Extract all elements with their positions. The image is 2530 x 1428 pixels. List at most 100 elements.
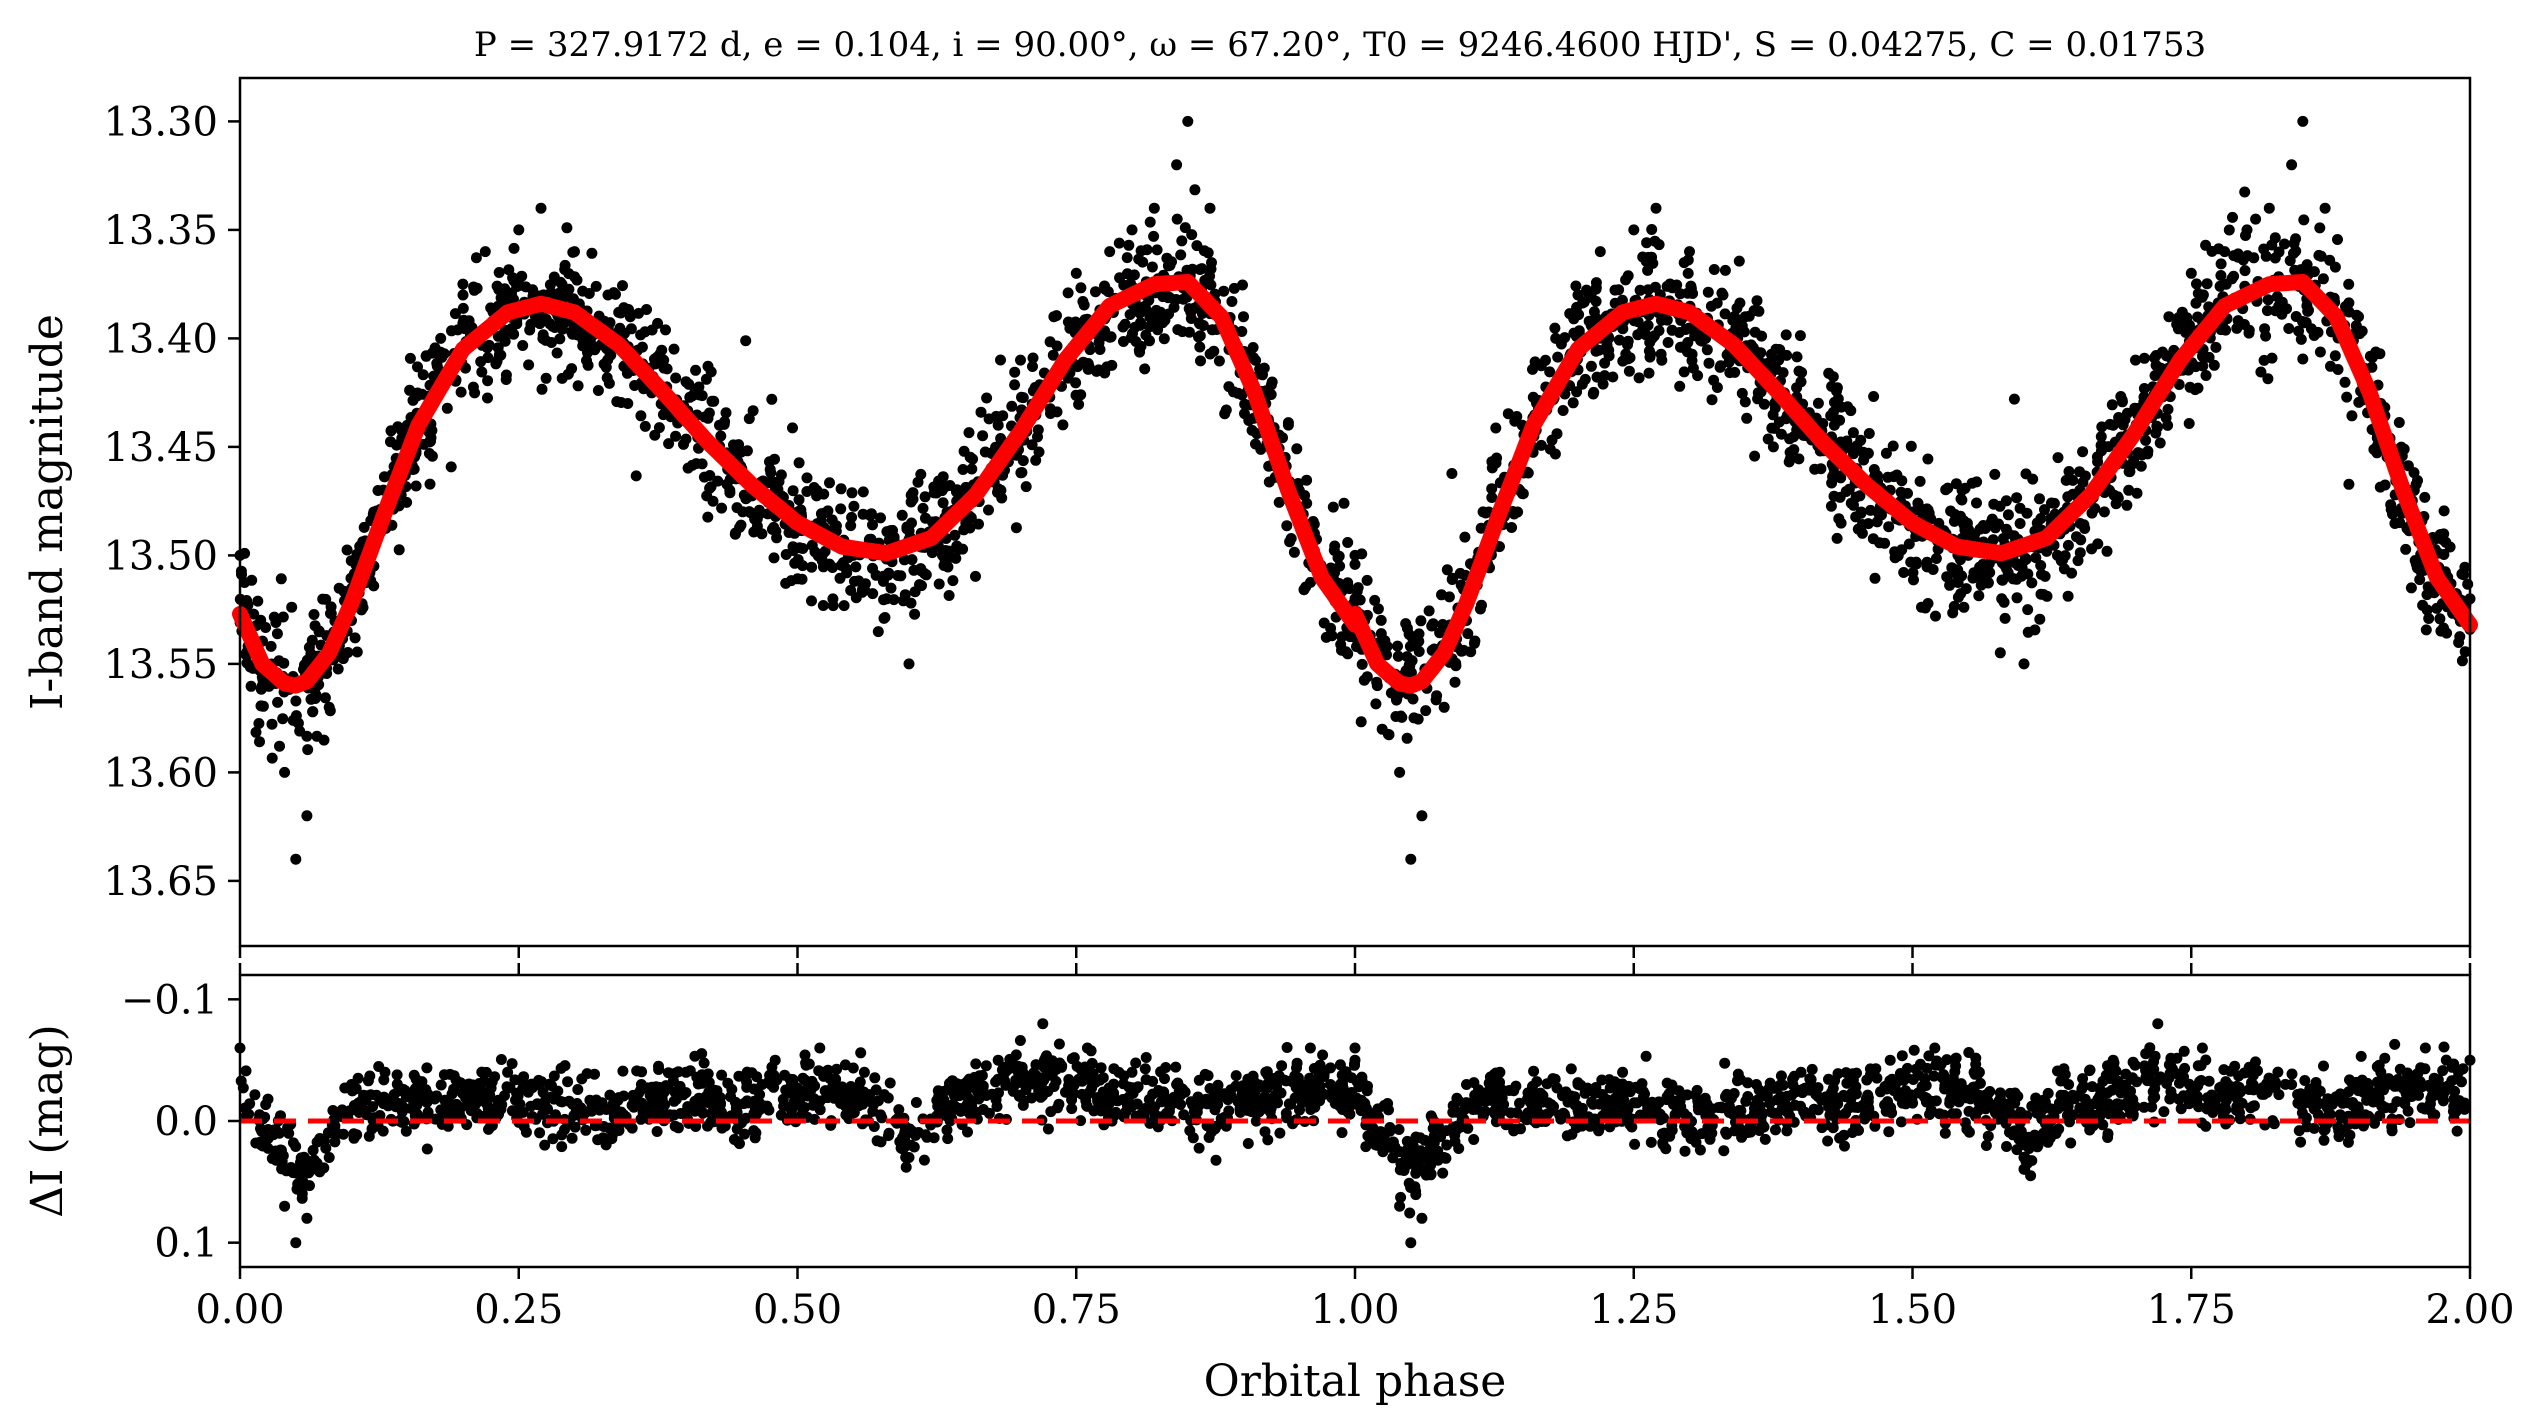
data-point [1438, 701, 1450, 713]
residual-point [576, 1073, 588, 1085]
residual-point [809, 1113, 821, 1125]
residual-point [1804, 1073, 1816, 1085]
data-point [1404, 660, 1416, 672]
residual-point [1304, 1042, 1316, 1054]
data-point [1678, 366, 1690, 378]
data-point [1342, 537, 1354, 548]
data-point [2063, 466, 2075, 477]
data-point [2405, 582, 2417, 594]
data-point [2279, 238, 2290, 250]
data-point [2301, 259, 2313, 271]
data-point [2027, 473, 2039, 485]
data-point [741, 445, 753, 457]
data-point [1104, 246, 1116, 258]
data-point [1486, 492, 1498, 503]
data-point [1784, 433, 1796, 445]
residual-point [990, 1076, 1002, 1088]
residual-point [944, 1115, 956, 1127]
data-point [1069, 320, 1081, 332]
data-point [2332, 364, 2344, 375]
residual-point [600, 1104, 612, 1115]
residual-point [860, 1092, 872, 1104]
data-point [423, 436, 435, 448]
data-point [1381, 649, 1392, 661]
data-point [1794, 330, 1806, 342]
data-point [567, 246, 579, 258]
data-point [457, 302, 469, 314]
residual-point [1212, 1079, 1224, 1091]
residual-point [525, 1100, 537, 1112]
data-point [2162, 403, 2174, 415]
data-point [1250, 354, 1262, 366]
data-point [2319, 202, 2331, 214]
residual-point [1298, 1081, 1310, 1093]
residual-point [463, 1078, 475, 1090]
residual-point [1075, 1063, 1087, 1075]
data-point [895, 570, 907, 582]
data-point [1123, 239, 1135, 251]
data-point [1401, 651, 1413, 663]
data-point [1183, 326, 1195, 338]
data-point [617, 280, 628, 292]
residual-point [1569, 1091, 1581, 1103]
data-point [1644, 351, 1656, 363]
residual-point [285, 1162, 297, 1173]
data-point [2101, 545, 2113, 557]
residual-point [1884, 1054, 1896, 1066]
data-point [1564, 308, 1576, 320]
data-point [1070, 267, 1082, 279]
data-point [1845, 497, 1857, 509]
data-point [1555, 338, 1567, 350]
data-point [693, 381, 705, 393]
residual-point [1871, 1072, 1883, 1084]
data-point [2140, 434, 2152, 446]
data-point [278, 657, 290, 669]
residual-point [473, 1078, 485, 1089]
data-point [438, 348, 450, 360]
data-point [1127, 328, 1138, 339]
residual-point [1144, 1117, 1156, 1129]
data-point [2029, 624, 2041, 636]
data-point [556, 372, 568, 384]
data-point [307, 706, 319, 718]
residual-point [980, 1060, 992, 1072]
data-point [1124, 309, 1136, 320]
data-point [1010, 522, 1022, 534]
residual-point [1908, 1044, 1920, 1056]
data-point [1176, 235, 1188, 247]
data-point [265, 640, 277, 652]
residual-point [1018, 1068, 1029, 1080]
residual-point [604, 1089, 616, 1101]
data-point [2266, 239, 2278, 251]
data-point [899, 589, 911, 601]
data-point [2239, 186, 2251, 198]
data-point [983, 413, 995, 425]
data-point [1781, 349, 1793, 361]
data-point [1872, 470, 1883, 482]
residual-point [1896, 1050, 1908, 1062]
residual-point [1414, 1132, 1426, 1144]
residual-point [1026, 1092, 1038, 1104]
data-point [1204, 202, 1216, 214]
data-point [1551, 428, 1563, 440]
residual-point [254, 1136, 266, 1148]
data-point [2411, 562, 2423, 574]
data-point [1684, 246, 1695, 258]
residual-point [983, 1107, 995, 1119]
data-point [1685, 280, 1697, 292]
residual-point [600, 1139, 612, 1151]
data-point [1862, 447, 1874, 459]
residual-point [613, 1092, 625, 1104]
data-point [1944, 579, 1956, 591]
residual-point [869, 1072, 881, 1084]
data-point [1793, 365, 1805, 377]
data-point [1719, 264, 1731, 276]
data-point [311, 730, 323, 742]
data-point [743, 413, 755, 425]
data-point [2393, 417, 2405, 428]
residual-point [1566, 1128, 1578, 1140]
data-point [2314, 222, 2326, 234]
data-point [1791, 426, 1803, 438]
data-point [1427, 618, 1439, 630]
data-point [652, 317, 664, 329]
